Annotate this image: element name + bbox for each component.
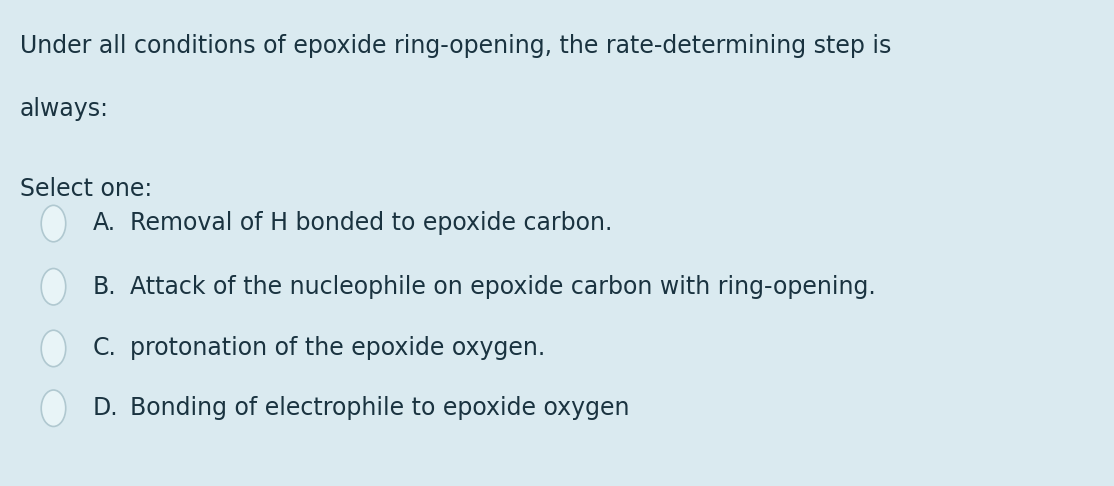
Text: Removal of H bonded to epoxide carbon.: Removal of H bonded to epoxide carbon. <box>130 211 613 235</box>
Text: D.: D. <box>92 396 118 420</box>
Ellipse shape <box>41 330 66 366</box>
Text: Attack of the nucleophile on epoxide carbon with ring-opening.: Attack of the nucleophile on epoxide car… <box>130 275 876 298</box>
Text: B.: B. <box>92 275 116 298</box>
Text: A.: A. <box>92 211 116 235</box>
Text: Under all conditions of epoxide ring-opening, the rate-determining step is: Under all conditions of epoxide ring-ope… <box>20 34 891 58</box>
Text: protonation of the epoxide oxygen.: protonation of the epoxide oxygen. <box>130 336 546 360</box>
Ellipse shape <box>41 205 66 242</box>
Text: Bonding of electrophile to epoxide oxygen: Bonding of electrophile to epoxide oxyge… <box>130 396 629 420</box>
Ellipse shape <box>41 390 66 427</box>
Text: always:: always: <box>20 97 109 121</box>
Text: Select one:: Select one: <box>20 177 153 201</box>
Text: C.: C. <box>92 336 116 360</box>
Ellipse shape <box>41 268 66 305</box>
